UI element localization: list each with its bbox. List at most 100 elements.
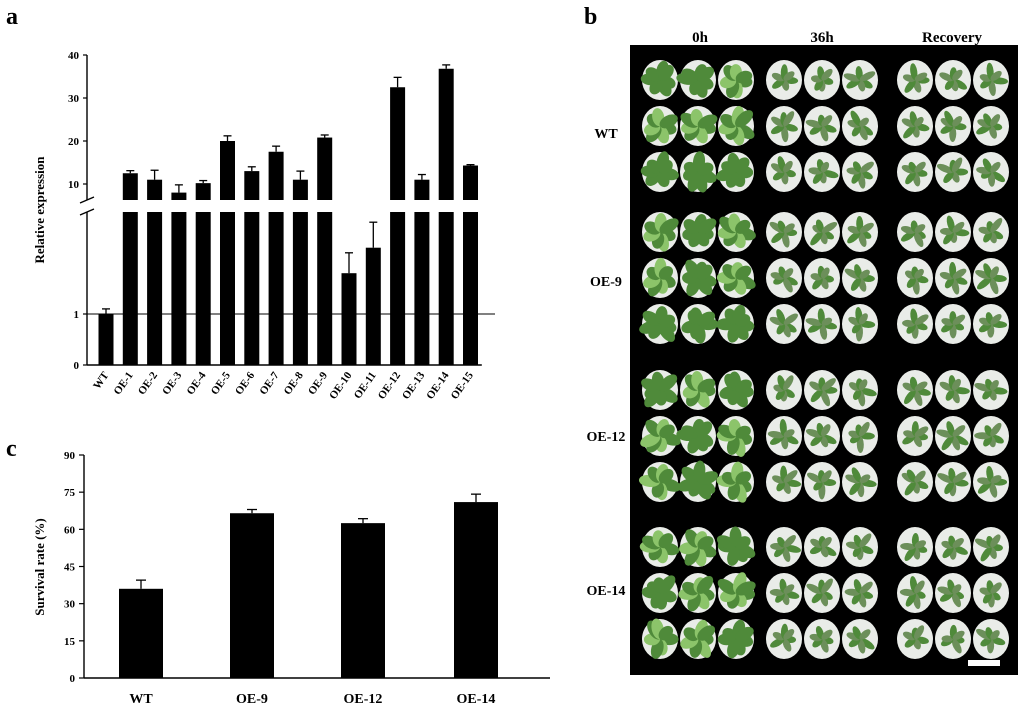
leaf-icon <box>859 161 874 173</box>
chart-c-bar <box>119 588 163 678</box>
leaf-icon <box>944 277 954 289</box>
leaf-icon <box>853 579 862 594</box>
leaf-icon <box>937 473 954 484</box>
leaf-icon <box>952 314 966 325</box>
seedling-icon <box>978 218 1004 244</box>
leaf-icon <box>781 125 789 143</box>
leaf-icon <box>858 125 868 141</box>
seedling-icon <box>810 66 834 92</box>
leaf-icon <box>810 389 823 403</box>
leaf-icon <box>820 435 829 448</box>
leaf-icon <box>946 421 955 437</box>
leaf-icon <box>942 546 954 559</box>
leaf-icon <box>975 269 992 280</box>
chart-a-relative-expression: Relative expression 10 20 30 40 0 1 WT OE-1 OE-2… <box>32 50 495 402</box>
leaf-icon <box>735 536 751 550</box>
seedling-icon <box>810 219 838 246</box>
chart-a-category-label: OE-13 <box>400 369 428 401</box>
seedling-icon <box>979 62 1009 97</box>
chart-a-category-label: OE-5 <box>209 369 233 397</box>
leaf-icon <box>850 277 861 291</box>
leaf-icon <box>944 481 954 495</box>
leaf-icon <box>819 323 828 340</box>
seedling-icon <box>848 421 875 453</box>
leaf-icon <box>939 72 954 82</box>
leaf-icon <box>859 581 873 594</box>
leaf-icon <box>914 268 924 279</box>
seedling-icon <box>902 625 929 650</box>
seedling-icon <box>902 421 929 448</box>
seedling-icon <box>640 151 679 188</box>
chart-a-category-label: OE-9 <box>306 369 330 397</box>
leaf-icon <box>772 79 785 89</box>
leaf-icon <box>697 625 716 641</box>
leaf-icon <box>659 218 679 234</box>
leaf-icon <box>850 110 861 127</box>
leaf-icon <box>782 546 791 562</box>
leaf-icon <box>851 125 861 137</box>
leaf-icon <box>904 546 916 562</box>
scale-bar <box>968 660 1000 666</box>
leaf-icon <box>696 277 713 296</box>
seedling-icon <box>679 529 717 567</box>
leaf-icon <box>697 218 717 234</box>
seedling-icon <box>769 308 798 338</box>
leaf-icon <box>658 64 674 82</box>
seedling-icon <box>772 465 802 494</box>
chart-a-bar-upper <box>171 192 187 200</box>
leaf-icon <box>904 389 916 405</box>
leaf-icon <box>903 430 916 438</box>
seedling-icon <box>769 578 800 606</box>
leaf-icon <box>908 161 917 173</box>
leaf-icon <box>951 378 961 391</box>
leaf-icon <box>820 424 831 437</box>
leaf-icon <box>783 160 793 173</box>
leaf-icon <box>658 159 673 174</box>
leaf-icon <box>783 584 795 594</box>
leaf-icon <box>782 277 793 293</box>
leaf-icon <box>821 629 833 640</box>
leaf-icon <box>944 79 954 90</box>
seedling-icon <box>902 376 931 406</box>
chart-a-bar-upper <box>463 165 478 200</box>
leaf-icon <box>811 592 823 604</box>
leaf-icon <box>914 426 929 437</box>
leaf-icon <box>821 470 832 483</box>
seedling-icon <box>941 535 968 560</box>
leaf-icon <box>681 68 699 83</box>
seedling-icon <box>848 307 876 342</box>
leaf-icon <box>989 481 998 498</box>
leaf-icon <box>783 429 795 438</box>
leaf-icon <box>859 117 869 127</box>
seedling-icon <box>682 371 716 408</box>
leaf-icon <box>951 638 962 654</box>
leaf-icon <box>776 481 786 492</box>
leaf-icon <box>821 378 836 391</box>
leaf-icon <box>696 421 713 438</box>
leaf-icon <box>821 578 833 594</box>
leaf-icon <box>776 308 786 325</box>
seedling-icon <box>937 579 965 608</box>
leaf-icon <box>914 116 924 127</box>
leaf-icon <box>717 578 737 595</box>
chart-a-bar-lower <box>171 212 187 365</box>
leaf-icon <box>990 161 1001 173</box>
chart-a-bar-lower <box>244 212 260 365</box>
photo-column-label: 36h <box>810 30 834 46</box>
seedling-icon <box>901 111 930 139</box>
seedling-icon <box>717 213 756 249</box>
seedling-icon <box>643 108 678 144</box>
leaf-icon <box>914 625 925 640</box>
leaf-icon <box>805 318 823 326</box>
leaf-icon <box>952 584 962 594</box>
leaf-icon <box>851 323 861 334</box>
seedling-icon <box>844 264 875 292</box>
leaf-icon <box>640 433 661 448</box>
leaf-icon <box>952 545 968 555</box>
leaf-icon <box>914 381 928 392</box>
chart-a-category-label: OE-15 <box>449 369 477 401</box>
leaf-icon <box>735 110 754 128</box>
photo-row-label: OE-12 <box>587 430 626 445</box>
chart-c-tick-label: 90 <box>64 450 76 462</box>
leaf-icon <box>859 421 870 437</box>
